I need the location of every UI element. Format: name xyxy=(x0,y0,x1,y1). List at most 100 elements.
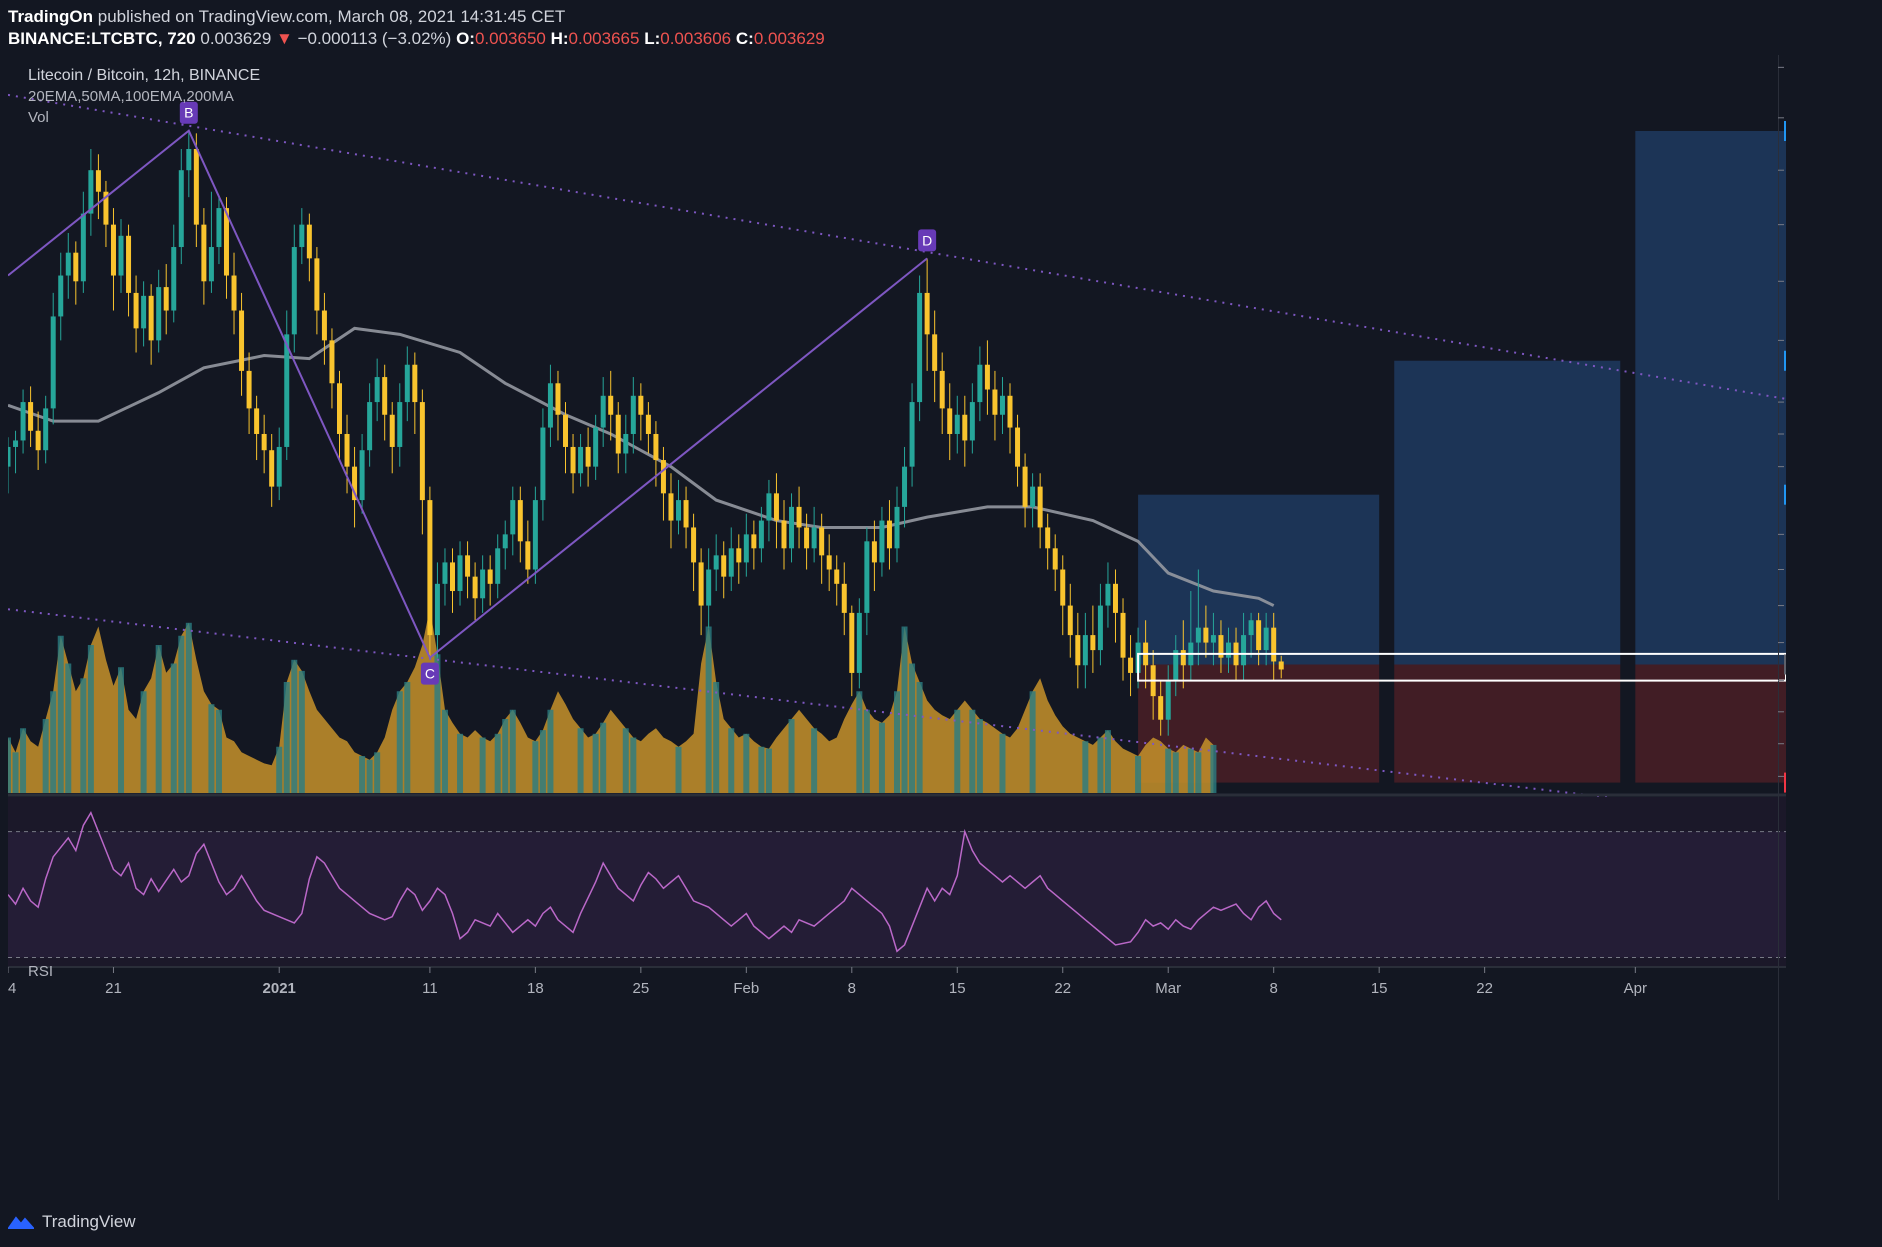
candle-body[interactable] xyxy=(434,583,440,636)
candle-body[interactable] xyxy=(811,527,817,549)
candle-body[interactable] xyxy=(977,364,983,403)
candle-body[interactable] xyxy=(728,548,734,577)
candle-body[interactable] xyxy=(359,450,365,501)
candle-body[interactable] xyxy=(382,377,388,415)
candle-body[interactable] xyxy=(65,252,71,276)
candle-body[interactable] xyxy=(909,402,915,467)
candle-body[interactable] xyxy=(472,576,478,599)
price-label-badge[interactable] xyxy=(1784,350,1866,371)
candle-body[interactable] xyxy=(389,414,395,447)
candle-body[interactable] xyxy=(1090,635,1096,651)
candle-body[interactable] xyxy=(306,224,312,259)
candle-body[interactable] xyxy=(163,287,169,311)
candle-body[interactable] xyxy=(1165,680,1171,720)
candle-body[interactable] xyxy=(95,170,101,192)
chart-frame[interactable]: BCD 0.0056000.0054000.0052000.0050000.00… xyxy=(0,55,1866,1200)
candle-body[interactable] xyxy=(1075,635,1081,666)
indicator-legend[interactable]: 20EMA,50MA,100EMA,200MA xyxy=(28,88,234,105)
candle-body[interactable] xyxy=(148,295,154,341)
candle-body[interactable] xyxy=(1195,627,1201,643)
candle-body[interactable] xyxy=(412,364,418,403)
candle-body[interactable] xyxy=(713,555,719,570)
candle-body[interactable] xyxy=(329,340,335,384)
candle-body[interactable] xyxy=(751,534,757,549)
candle-body[interactable] xyxy=(570,446,576,474)
candle-body[interactable] xyxy=(291,247,297,335)
candle-body[interactable] xyxy=(110,224,116,276)
pattern-lines[interactable] xyxy=(7,129,928,660)
candle-body[interactable] xyxy=(216,208,222,248)
candle-body[interactable] xyxy=(442,562,448,584)
candle-body[interactable] xyxy=(73,252,79,282)
candle-body[interactable] xyxy=(660,460,666,494)
candle-body[interactable] xyxy=(450,562,455,592)
price-label-badge[interactable] xyxy=(1784,654,1866,675)
candle-body[interactable] xyxy=(223,208,229,276)
candle-body[interactable] xyxy=(683,500,689,528)
candle-body[interactable] xyxy=(849,612,855,673)
price-label-badge[interactable] xyxy=(1784,120,1866,141)
candle-body[interactable] xyxy=(1271,627,1277,662)
candle-body[interactable] xyxy=(525,541,531,570)
price-label-badge[interactable] xyxy=(1784,484,1866,505)
candle-body[interactable] xyxy=(397,402,403,447)
candle-body[interactable] xyxy=(555,383,561,415)
candle-body[interactable] xyxy=(321,310,327,341)
candle-body[interactable] xyxy=(269,450,275,487)
candle-body[interactable] xyxy=(118,235,124,276)
candle-body[interactable] xyxy=(999,395,1005,415)
candle-body[interactable] xyxy=(1263,627,1269,651)
pattern-point-marker[interactable] xyxy=(918,229,937,252)
candle-body[interactable] xyxy=(1256,620,1262,651)
symbol-name[interactable]: BINANCE:LTCBTC, 720 xyxy=(8,29,196,48)
candle-body[interactable] xyxy=(871,541,877,563)
candle-body[interactable] xyxy=(864,541,870,613)
candle-body[interactable] xyxy=(374,377,380,403)
candle-body[interactable] xyxy=(834,569,840,584)
candle-body[interactable] xyxy=(1225,642,1231,658)
candle-body[interactable] xyxy=(1203,627,1209,643)
candle-body[interactable] xyxy=(1248,620,1254,636)
candle-body[interactable] xyxy=(932,334,938,371)
pattern-point-marker[interactable] xyxy=(179,101,198,124)
candle-body[interactable] xyxy=(171,247,177,311)
candle-body[interactable] xyxy=(804,527,810,549)
candle-body[interactable] xyxy=(826,555,832,570)
candle-body[interactable] xyxy=(141,295,147,329)
candle-body[interactable] xyxy=(133,292,139,329)
candle-body[interactable] xyxy=(487,569,493,584)
candle-body[interactable] xyxy=(1015,427,1021,467)
candle-body[interactable] xyxy=(50,316,56,409)
candle-body[interactable] xyxy=(1105,583,1111,606)
rsi-legend[interactable]: RSI xyxy=(28,963,54,980)
candle-body[interactable] xyxy=(156,287,162,341)
candle-body[interactable] xyxy=(457,555,463,592)
candle-body[interactable] xyxy=(939,370,945,409)
candle-body[interactable] xyxy=(1180,650,1186,666)
candle-body[interactable] xyxy=(254,408,260,434)
candle-body[interactable] xyxy=(1052,548,1058,570)
candle-body[interactable] xyxy=(1278,661,1284,670)
candle-body[interactable] xyxy=(902,466,908,507)
stop-box-3[interactable] xyxy=(1635,664,1786,783)
candle-body[interactable] xyxy=(1158,696,1164,720)
candle-body[interactable] xyxy=(879,520,885,563)
candle-body[interactable] xyxy=(1210,635,1216,643)
candle-body[interactable] xyxy=(1218,635,1224,658)
candle-body[interactable] xyxy=(502,534,508,549)
candle-body[interactable] xyxy=(1045,527,1051,549)
volume-legend[interactable]: Vol xyxy=(28,109,49,126)
candle-body[interactable] xyxy=(284,334,290,447)
rsi-pane[interactable] xyxy=(7,797,1786,967)
candle-body[interactable] xyxy=(1241,635,1247,666)
candle-body[interactable] xyxy=(178,170,184,248)
candle-body[interactable] xyxy=(706,569,712,606)
candle-body[interactable] xyxy=(766,493,772,521)
candle-body[interactable] xyxy=(80,213,86,282)
candle-body[interactable] xyxy=(495,548,501,584)
candle-body[interactable] xyxy=(540,427,546,501)
candle-body[interactable] xyxy=(246,370,252,409)
candle-body[interactable] xyxy=(600,395,606,428)
candle-body[interactable] xyxy=(299,224,305,248)
candle-body[interactable] xyxy=(1060,569,1066,606)
